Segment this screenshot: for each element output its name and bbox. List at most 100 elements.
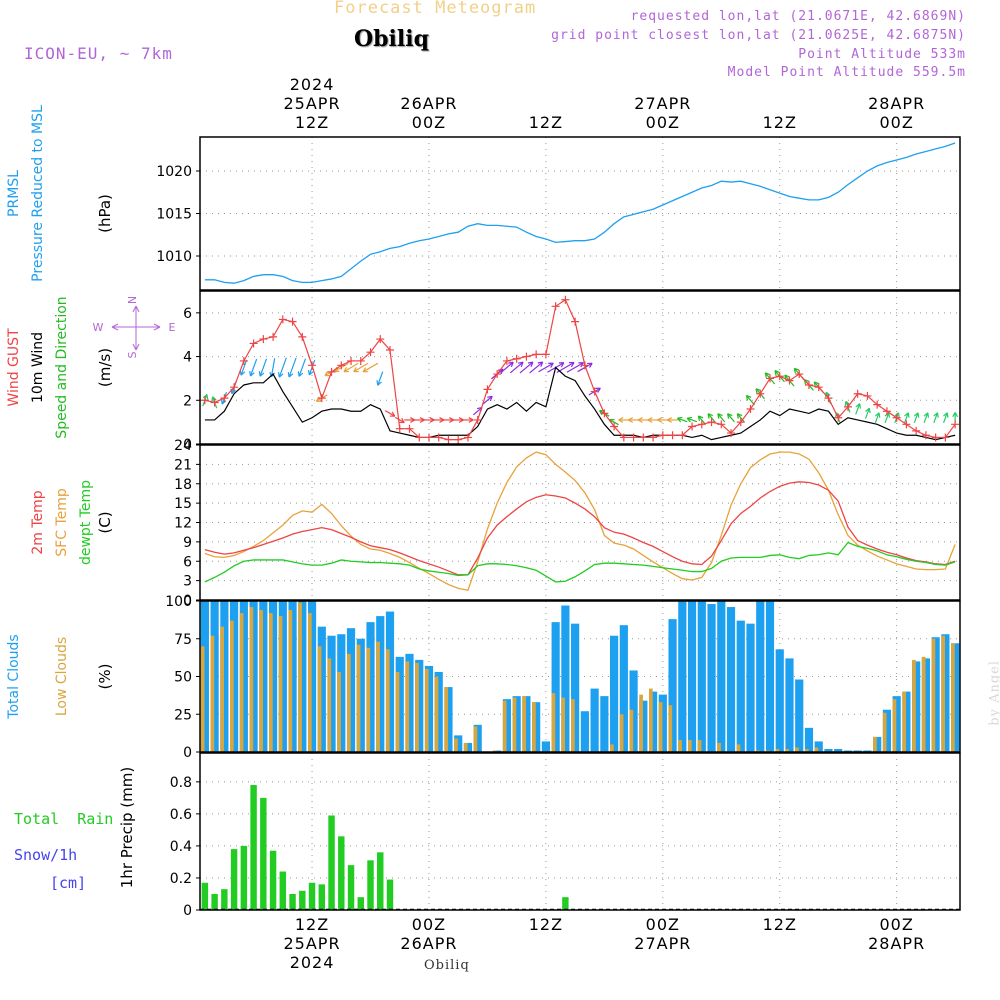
wind-gust-marker bbox=[697, 420, 706, 429]
total-clouds-bar bbox=[590, 688, 599, 752]
total-clouds-bar bbox=[356, 638, 365, 752]
wind-direction-arrow bbox=[697, 415, 706, 425]
temp-2m-line bbox=[204, 481, 956, 576]
wind-gust-marker bbox=[912, 426, 921, 435]
time-tick-top: 27APR bbox=[634, 94, 691, 113]
total-clouds-bar bbox=[658, 694, 667, 752]
wind-direction-arrow bbox=[297, 358, 307, 377]
total-clouds-bar bbox=[600, 696, 609, 752]
total-clouds-bar bbox=[493, 750, 502, 752]
low-clouds-bar bbox=[434, 676, 439, 752]
time-tick-top: 12Z bbox=[529, 113, 563, 132]
wind-direction-arrow bbox=[855, 403, 862, 415]
total-clouds-bar bbox=[814, 741, 823, 752]
total-clouds-bar bbox=[678, 601, 687, 752]
wind-direction-arrow bbox=[376, 371, 384, 386]
total-clouds-bar bbox=[561, 605, 570, 752]
low-clouds-bar bbox=[405, 661, 410, 752]
total-clouds-bar bbox=[931, 637, 940, 752]
low-clouds-bar bbox=[502, 700, 507, 752]
ytick-wind: 4 bbox=[183, 350, 192, 366]
wind-direction-arrow bbox=[745, 394, 755, 406]
total-clouds-bar bbox=[824, 748, 833, 752]
wind-gust-marker bbox=[853, 389, 862, 398]
time-tick-bottom: 00Z bbox=[412, 915, 446, 934]
wind-gust-marker bbox=[941, 433, 950, 442]
low-clouds-bar bbox=[785, 748, 790, 752]
wind-gust-marker bbox=[220, 394, 229, 403]
wind-direction-arrow bbox=[707, 413, 716, 423]
wind-gust-marker bbox=[230, 383, 239, 392]
total-clouds-bar bbox=[717, 601, 726, 752]
ytick-precip: 0.4 bbox=[170, 839, 192, 855]
total-clouds-bar bbox=[921, 658, 930, 752]
wind-gust-line bbox=[204, 298, 956, 441]
low-clouds-bar bbox=[249, 607, 254, 752]
total-clouds-bar bbox=[444, 687, 453, 752]
ytick-temp: 0 bbox=[183, 593, 192, 609]
low-clouds-bar bbox=[288, 610, 293, 752]
side-label-wind: Wind GUST bbox=[6, 328, 22, 407]
ytick-temp: 18 bbox=[174, 477, 192, 493]
wind-gust-marker bbox=[756, 389, 765, 398]
ytick-clouds: 75 bbox=[174, 632, 192, 648]
low-clouds-bar bbox=[395, 671, 400, 752]
wind-direction-arrow bbox=[353, 362, 369, 373]
wind-direction-arrow bbox=[529, 361, 544, 374]
compass-e: E bbox=[169, 321, 176, 334]
wind-gust-marker bbox=[649, 433, 658, 442]
total-clouds-bar bbox=[434, 671, 443, 752]
wind-gust-marker bbox=[444, 435, 453, 444]
wind-direction-arrow bbox=[637, 417, 649, 423]
side-label-wind: Speed and Direction bbox=[54, 296, 70, 438]
ytick-clouds: 0 bbox=[183, 745, 192, 761]
footer-location: Obiliq bbox=[424, 958, 470, 973]
time-tick-bottom: 12Z bbox=[763, 915, 797, 934]
time-tick-top: 00Z bbox=[412, 113, 446, 132]
forecast-title: Forecast Meteogram bbox=[334, 0, 537, 18]
rain-bar bbox=[318, 884, 326, 910]
time-tick-bottom: 25APR bbox=[284, 934, 341, 953]
low-clouds-bar bbox=[512, 697, 517, 752]
time-tick-top: 12Z bbox=[763, 113, 797, 132]
time-tick-top: 28APR bbox=[868, 94, 925, 113]
ytick-temp: 15 bbox=[174, 496, 192, 512]
time-tick-bottom: 26APR bbox=[400, 934, 457, 953]
low-clouds-bar bbox=[385, 649, 390, 752]
ytick-temp: 6 bbox=[183, 554, 192, 570]
wind-gust-marker bbox=[707, 418, 716, 427]
wind-gust-marker bbox=[454, 435, 463, 444]
low-clouds-bar bbox=[327, 658, 332, 752]
side-label-temp: dewpt Temp bbox=[78, 480, 94, 565]
wind-direction-arrow bbox=[923, 412, 930, 423]
time-tick-bottom: 27APR bbox=[634, 934, 691, 953]
total-clouds-bar bbox=[424, 665, 434, 752]
wind-gust-marker bbox=[873, 400, 882, 409]
low-clouds-bar bbox=[259, 610, 263, 752]
ytick-temp: 24 bbox=[174, 438, 192, 454]
total-clouds-bar bbox=[610, 635, 619, 752]
total-clouds-bar bbox=[941, 634, 950, 752]
ytick-pressure: 1010 bbox=[156, 249, 192, 265]
wind-gust-marker bbox=[259, 335, 268, 344]
wind-direction-arrow bbox=[933, 412, 939, 423]
wind-gust-marker bbox=[931, 433, 940, 442]
wind-direction-arrow bbox=[717, 413, 726, 423]
watermark-text: by Angel bbox=[988, 660, 1000, 726]
rain-bar bbox=[240, 845, 248, 910]
low-clouds-bar bbox=[795, 747, 799, 752]
wind-direction-arrow bbox=[343, 362, 359, 373]
low-clouds-bar bbox=[424, 668, 429, 752]
wind-gust-marker bbox=[249, 339, 258, 348]
wind-direction-arrow bbox=[462, 417, 474, 423]
wind-gust-marker bbox=[337, 361, 346, 370]
total-clouds-bar bbox=[629, 670, 638, 752]
compass-w: W bbox=[93, 321, 104, 334]
panel-frame bbox=[199, 136, 961, 291]
wind-gust-marker bbox=[785, 376, 794, 385]
ytick-precip: 0 bbox=[183, 903, 192, 919]
wind-direction-arrow bbox=[864, 407, 871, 419]
wind-gust-marker bbox=[571, 317, 580, 326]
side-label-clouds: Total Clouds bbox=[6, 634, 22, 719]
wind-gust-marker bbox=[356, 356, 365, 365]
